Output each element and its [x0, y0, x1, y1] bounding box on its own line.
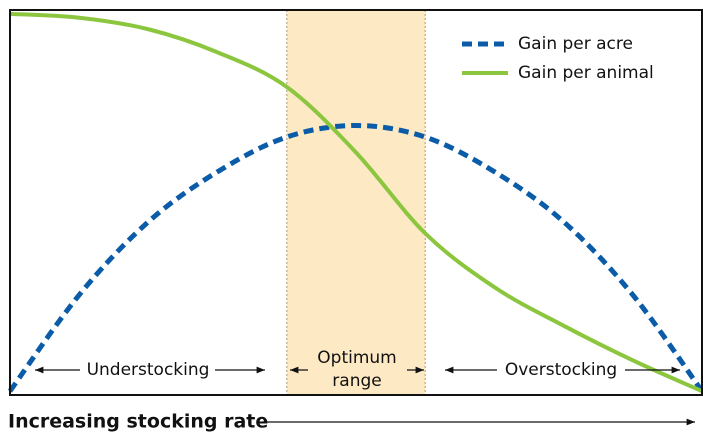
series-line — [7, 122, 703, 393]
legend-label: Gain per animal — [518, 63, 654, 83]
annotation: Understocking — [87, 360, 210, 380]
annotation: Overstocking — [505, 360, 617, 380]
series-line — [9, 11, 703, 393]
annotation: Optimum — [317, 348, 396, 368]
plot-area — [7, 10, 703, 395]
annotation-arrows — [35, 366, 695, 426]
x-axis-label: Increasing stocking rate — [8, 411, 268, 433]
plot-frame — [9, 9, 703, 396]
annotation: range — [332, 371, 381, 391]
legend-label: Gain per acre — [518, 34, 633, 54]
optimum-band — [286, 10, 426, 395]
